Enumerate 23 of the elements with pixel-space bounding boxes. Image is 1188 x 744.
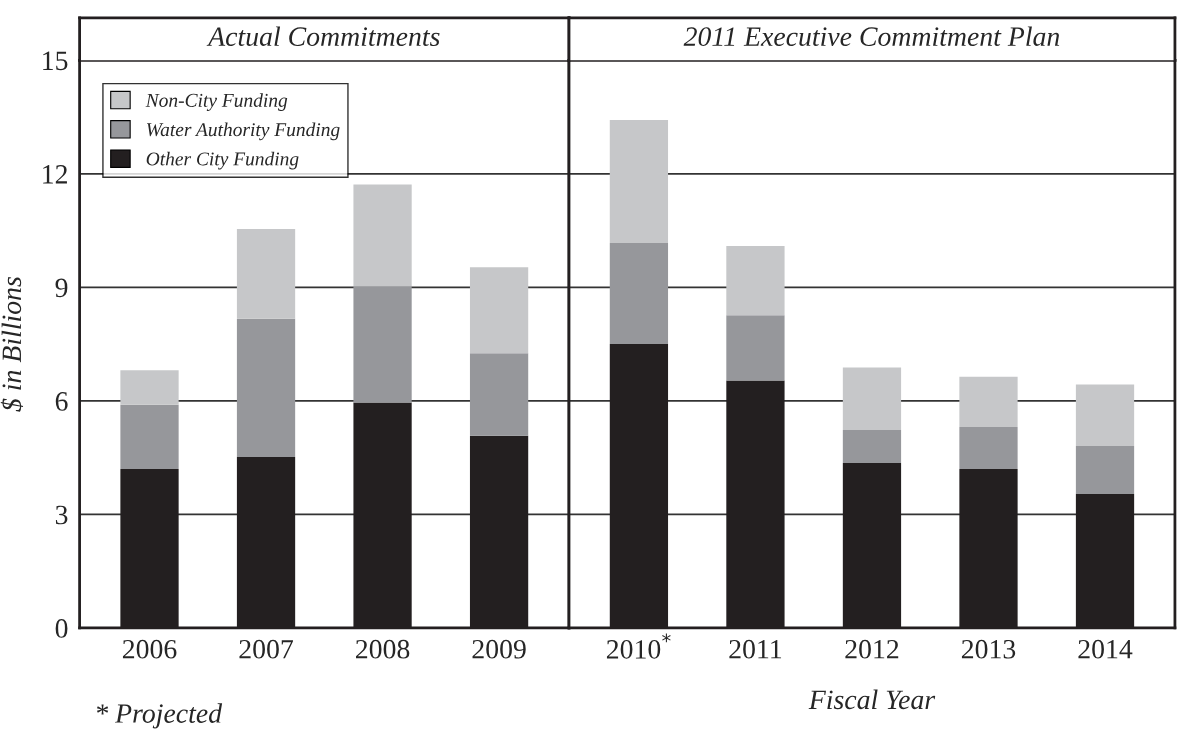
y-tick-label: 15 — [43, 51, 68, 71]
chart-title: Actual Commitments — [206, 26, 440, 47]
x-tick-label: 2011 — [729, 639, 782, 659]
chart-title: 2011 Executive Commitment Plan — [683, 26, 1060, 47]
y-axis-title: $ in Billions — [0, 277, 24, 412]
x-tick-label: 2014 — [1078, 639, 1133, 659]
text: * Projected — [96, 703, 223, 729]
x-axis-title: Fiscal Year — [808, 689, 936, 710]
legend-label: Other City Funding — [146, 151, 299, 170]
legend-label: Water Authority Funding — [146, 122, 340, 141]
y-tick-label: 9 — [55, 278, 68, 298]
x-tick-label: 2006 — [122, 639, 177, 659]
legend-label: Non-City Funding — [145, 93, 288, 111]
y-tick-label: 0 — [55, 619, 68, 638]
x-tick-label: 2007 — [239, 639, 294, 659]
x-tick-label: 2009 — [472, 639, 526, 659]
y-tick-label: 6 — [55, 392, 68, 411]
x-tick-label: 2008 — [356, 639, 410, 659]
y-tick-label: 3 — [55, 505, 68, 525]
x-tick-label: 2013 — [961, 639, 1016, 659]
x-tick-label: 2012 — [845, 639, 899, 659]
y-tick-label: 12 — [43, 165, 67, 184]
x-tick-label: 2010$^{*}$ — [606, 633, 671, 659]
